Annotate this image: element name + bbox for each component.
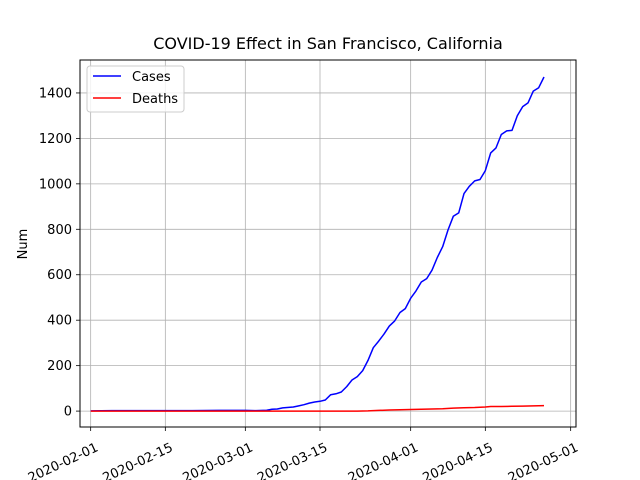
y-tick-label: 1000 [39,177,72,192]
y-tick-label: 200 [47,359,72,374]
y-tick-label: 600 [47,268,72,283]
legend-label: Cases [132,70,171,85]
series-line-deaths [90,404,545,412]
y-tick-label: 0 [64,405,72,420]
y-tick-label: 400 [47,314,72,329]
legend-box [86,65,185,113]
y-axis-label: Num [16,229,31,260]
y-tick-label: 1200 [39,132,72,147]
legend-label: Deaths [132,92,178,107]
plot-frame [79,59,577,428]
plot-lines [90,76,545,412]
series-line-cases [90,76,545,412]
chart-title: COVID-19 Effect in San Francisco, Califo… [153,34,503,53]
y-tick-label: 800 [47,223,72,238]
y-tick-label: 1400 [39,86,72,101]
legend: Cases Deaths [86,65,185,113]
